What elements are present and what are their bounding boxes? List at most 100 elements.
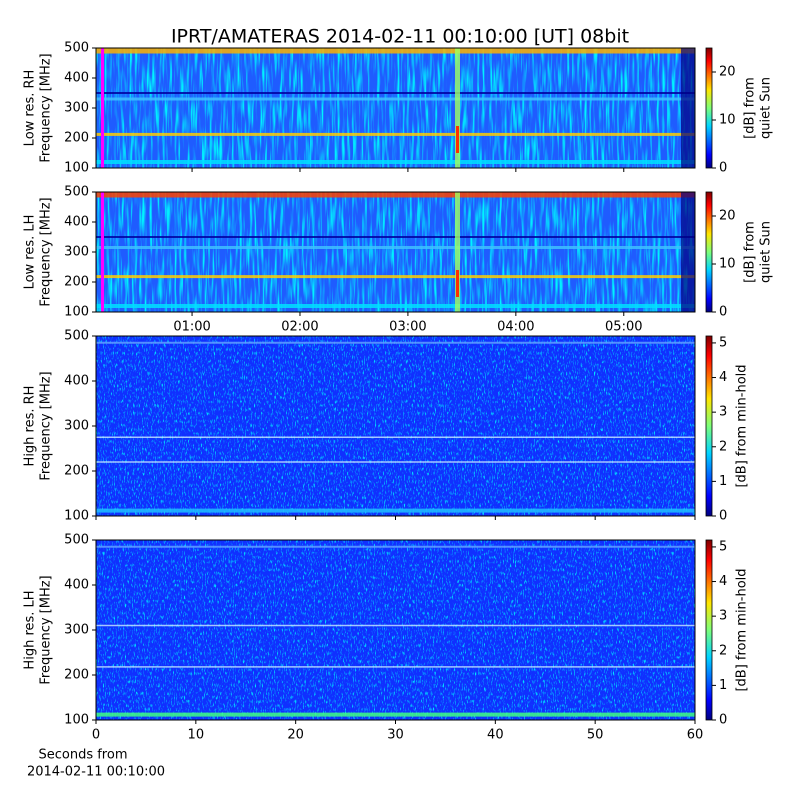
edge-block bbox=[681, 192, 695, 312]
x-tick-label: 50 bbox=[587, 728, 604, 743]
spectral-band bbox=[96, 304, 695, 308]
y-tick-label: 500 bbox=[64, 533, 89, 548]
spectrogram-texture bbox=[96, 336, 695, 516]
y-axis-label: Frequency [MHz] bbox=[39, 575, 54, 684]
x-tick-label: 10 bbox=[188, 728, 205, 743]
colorbar-tick-label: 0 bbox=[719, 509, 727, 524]
burst-core bbox=[456, 270, 459, 297]
spectral-band bbox=[96, 461, 695, 463]
y-tick-label: 300 bbox=[64, 623, 89, 638]
spectral-band bbox=[96, 246, 695, 249]
x-tick-label: 04:00 bbox=[497, 320, 534, 335]
colorbar-label: quiet Sun bbox=[759, 77, 774, 139]
colorbar-label: [dB] from bbox=[743, 221, 758, 283]
spectral-band bbox=[96, 192, 695, 198]
spectral-band bbox=[96, 341, 695, 344]
x-tick-label: 02:00 bbox=[281, 320, 318, 335]
spectral-band bbox=[96, 712, 695, 717]
colorbar-tick-label: 1 bbox=[719, 678, 727, 693]
y-tick-label: 100 bbox=[64, 509, 89, 524]
colorbar-label: [dB] from min-hold bbox=[735, 364, 750, 487]
y-tick-label: 200 bbox=[64, 131, 89, 146]
y-axis-label: Frequency [MHz] bbox=[39, 53, 54, 162]
colorbar-tick-label: 2 bbox=[719, 643, 727, 658]
colorbar-tick-label: 3 bbox=[719, 609, 727, 624]
spectral-band bbox=[96, 92, 695, 94]
y-axis-label: High res. RH bbox=[23, 386, 38, 467]
spectral-band bbox=[96, 132, 695, 136]
spectrogram-texture bbox=[96, 48, 695, 168]
burst bbox=[455, 192, 460, 312]
y-tick-label: 400 bbox=[64, 71, 89, 86]
colorbar bbox=[705, 335, 713, 517]
y-tick-label: 100 bbox=[64, 305, 89, 320]
y-tick-label: 500 bbox=[64, 329, 89, 344]
x-tick-label: 0 bbox=[92, 728, 100, 743]
y-axis-label: High res. LH bbox=[23, 590, 38, 669]
x-tick-label: 20 bbox=[287, 728, 304, 743]
x-tick-label: 03:00 bbox=[389, 320, 426, 335]
colorbar-label: [dB] from bbox=[743, 77, 758, 139]
y-tick-label: 300 bbox=[64, 245, 89, 260]
spectral-band bbox=[96, 508, 695, 513]
spectrogram-texture bbox=[96, 192, 695, 312]
colorbar-tick-label: 1 bbox=[719, 474, 727, 489]
colorbar-tick-label: 10 bbox=[719, 257, 736, 272]
spectral-band bbox=[96, 436, 695, 438]
colorbar-tick-label: 0 bbox=[719, 161, 727, 176]
colorbar bbox=[705, 539, 713, 721]
y-tick-label: 200 bbox=[64, 464, 89, 479]
chart-title: IPRT/AMATERAS 2014-02-11 00:10:00 [UT] 0… bbox=[171, 26, 629, 48]
spectral-band bbox=[96, 545, 695, 548]
colorbar-tick-label: 4 bbox=[719, 574, 727, 589]
colorbar-tick-label: 2 bbox=[719, 439, 727, 454]
x-tick-label: 40 bbox=[487, 728, 504, 743]
x-tick-label: 05:00 bbox=[605, 320, 642, 335]
colorbar-label: quiet Sun bbox=[759, 221, 774, 283]
colorbar-tick-label: 5 bbox=[719, 335, 727, 350]
colorbar-tick-label: 5 bbox=[719, 539, 727, 554]
y-tick-label: 100 bbox=[64, 161, 89, 176]
colorbar-tick-label: 3 bbox=[719, 405, 727, 420]
colorbar-tick-label: 20 bbox=[719, 209, 736, 224]
spectral-band bbox=[96, 97, 695, 101]
colorbar bbox=[705, 191, 713, 313]
y-axis-label: Frequency [MHz] bbox=[39, 371, 54, 480]
colorbar-tick-label: 4 bbox=[719, 370, 727, 385]
colorbar bbox=[705, 47, 713, 169]
burst bbox=[455, 48, 460, 168]
spectral-band bbox=[96, 48, 695, 54]
y-tick-label: 500 bbox=[64, 185, 89, 200]
y-axis-label: Low res. RH bbox=[23, 70, 38, 147]
y-tick-label: 400 bbox=[64, 578, 89, 593]
colorbar-tick-label: 0 bbox=[719, 713, 727, 728]
spectral-band bbox=[96, 666, 695, 668]
colorbar-label: [dB] from min-hold bbox=[735, 568, 750, 691]
y-tick-label: 200 bbox=[64, 275, 89, 290]
burst-core bbox=[456, 126, 459, 153]
y-axis-label: Frequency [MHz] bbox=[39, 197, 54, 306]
x-tick-label: 30 bbox=[387, 728, 404, 743]
y-tick-label: 400 bbox=[64, 215, 89, 230]
colorbar-tick-label: 20 bbox=[719, 65, 736, 80]
spectral-band bbox=[96, 624, 695, 627]
x-tick-label: 60 bbox=[687, 728, 704, 743]
x-axis-label: Seconds from bbox=[38, 748, 127, 763]
colorbar-tick-label: 0 bbox=[719, 305, 727, 320]
x-tick-label: 01:00 bbox=[173, 320, 210, 335]
y-tick-label: 300 bbox=[64, 419, 89, 434]
y-tick-label: 300 bbox=[64, 101, 89, 116]
y-tick-label: 200 bbox=[64, 668, 89, 683]
spectral-band bbox=[96, 236, 695, 238]
spectral-band bbox=[96, 160, 695, 164]
edge-block bbox=[681, 48, 695, 168]
marker bbox=[101, 192, 104, 312]
y-tick-label: 400 bbox=[64, 374, 89, 389]
colorbar-tick-label: 10 bbox=[719, 113, 736, 128]
marker bbox=[101, 48, 104, 168]
spectral-band bbox=[96, 275, 695, 279]
x-axis-label: 2014-02-11 00:10:00 bbox=[27, 765, 165, 780]
y-tick-label: 100 bbox=[64, 713, 89, 728]
y-tick-label: 500 bbox=[64, 41, 89, 56]
